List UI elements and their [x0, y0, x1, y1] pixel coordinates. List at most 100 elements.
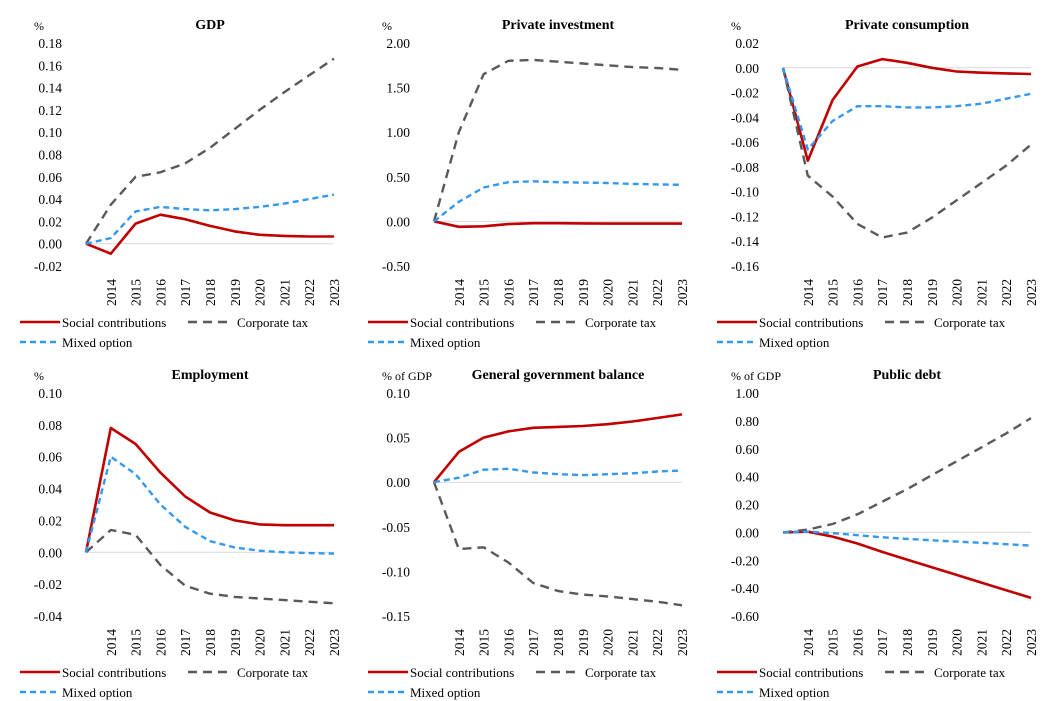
y-tick-label: 0.10	[386, 386, 410, 401]
x-tick-label: 2020	[601, 279, 616, 306]
y-tick-label: 0.00	[38, 545, 62, 560]
x-tick-label: 2022	[302, 629, 317, 656]
y-tick-label: -0.02	[34, 259, 62, 274]
line-chart: Private investment% -0.50 0.00 0.50 1.00 1.50…	[368, 18, 690, 350]
y-unit-label: %	[731, 19, 741, 33]
x-tick-label: 2021	[974, 279, 989, 306]
x-tick-label: 2021	[625, 629, 640, 656]
series-line-corporate	[85, 528, 335, 605]
y-tick-label: 0.00	[735, 525, 759, 540]
x-tick-label: 2016	[153, 279, 168, 306]
x-tick-label: 2020	[950, 629, 965, 656]
x-tick-label: 2018	[203, 629, 218, 656]
x-tick-label: 2021	[277, 279, 292, 306]
x-tick-label: 2015	[477, 629, 492, 656]
series-line-corporate	[432, 481, 683, 607]
y-tick-label: -0.04	[34, 609, 62, 624]
x-tick-label: 2017	[875, 279, 890, 306]
y-tick-label: 0.10	[38, 386, 62, 401]
legend-label: Corporate tax	[237, 315, 309, 330]
chart-panel: Employment% -0.04 -0.02 0.00 0.02 0.04 0.06 0.0…	[0, 350, 348, 700]
chart-title: GDP	[195, 18, 225, 33]
y-tick-label: 0.14	[38, 81, 62, 96]
y-tick-label: 0.04	[38, 482, 62, 497]
chart-title: Public debt	[873, 368, 941, 383]
series-line-social	[85, 213, 334, 255]
chart-title: Private consumption	[845, 18, 969, 33]
y-tick-label: 0.02	[38, 214, 62, 229]
x-tick-label: 2020	[253, 629, 268, 656]
chart-panel: Private investment% -0.50 0.00 0.50 1.00 1.50…	[348, 0, 696, 350]
x-tick-label: 2015	[129, 279, 144, 306]
y-unit-label: %	[34, 369, 44, 383]
series-line-corporate	[781, 67, 1032, 239]
y-tick-label: 0.00	[38, 237, 62, 252]
legend-label: Mixed option	[62, 685, 133, 700]
x-tick-label: 2015	[826, 279, 841, 306]
y-tick-label: 0.10	[38, 125, 62, 140]
x-tick-label: 2017	[526, 279, 541, 306]
y-tick-label: 0.02	[735, 36, 759, 51]
line-chart: General government balance % of GDP -0.15 -…	[368, 368, 690, 700]
chart-panel: GDP% -0.02 0.00 0.02 0.04 0.06 0.08 0.10 0.12 0.1…	[0, 0, 348, 350]
series-line-mixed	[781, 67, 1032, 151]
y-unit-label: %	[34, 19, 44, 33]
chart-panel: Public debt % of GDP -0.60 -0.40 -0.20 0.00 0.…	[697, 350, 1045, 700]
x-tick-label: 2018	[900, 279, 915, 306]
x-tick-label: 2021	[625, 279, 640, 306]
x-tick-label: 2016	[501, 279, 516, 306]
x-tick-label: 2017	[178, 279, 193, 306]
chart-panel: Private consumption% -0.16 -0.14 -0.12 -0.10…	[697, 0, 1045, 350]
x-tick-label: 2022	[999, 629, 1014, 656]
series-line-corporate	[84, 57, 335, 245]
y-tick-label: 0.16	[38, 58, 62, 73]
x-tick-label: 2020	[253, 279, 268, 306]
series-line-mixed	[433, 180, 683, 223]
y-tick-label: -0.08	[731, 160, 759, 175]
y-tick-label: -0.50	[382, 259, 410, 274]
x-tick-label: 2019	[228, 629, 243, 656]
y-tick-label: -0.02	[731, 86, 759, 101]
series-line-mixed	[782, 530, 1032, 547]
y-tick-label: 0.00	[386, 214, 410, 229]
x-tick-label: 2023	[327, 279, 342, 306]
y-tick-label: 0.08	[38, 418, 62, 433]
x-tick-label: 2016	[153, 629, 168, 656]
x-tick-label: 2022	[650, 279, 665, 306]
legend-label: Corporate tax	[934, 665, 1006, 680]
line-chart: Private consumption% -0.16 -0.14 -0.12 -0.10…	[717, 18, 1039, 350]
y-tick-label: 0.00	[735, 61, 759, 76]
y-tick-label: 0.02	[38, 513, 62, 528]
x-tick-label: 2017	[875, 629, 890, 656]
x-tick-label: 2018	[203, 279, 218, 306]
x-tick-label: 2018	[551, 279, 566, 306]
legend-label: Mixed option	[759, 335, 830, 350]
x-tick-label: 2022	[999, 279, 1014, 306]
y-tick-label: 0.18	[38, 36, 62, 51]
legend-label: Mixed option	[62, 335, 133, 350]
y-tick-label: 0.20	[735, 498, 759, 513]
y-tick-label: -0.20	[731, 553, 759, 568]
x-tick-label: 2019	[576, 629, 591, 656]
y-tick-label: -0.60	[731, 609, 759, 624]
y-unit-label: %	[382, 19, 392, 33]
x-tick-label: 2020	[601, 629, 616, 656]
series-line-social	[433, 220, 682, 229]
legend-label: Mixed option	[759, 685, 830, 700]
y-tick-label: -0.10	[731, 185, 759, 200]
y-tick-label: 0.05	[386, 431, 410, 446]
legend-label: Social contributions	[759, 315, 863, 330]
x-tick-label: 2020	[950, 279, 965, 306]
series-line-social	[782, 530, 1032, 600]
x-tick-label: 2016	[850, 279, 865, 306]
x-tick-label: 2016	[850, 629, 865, 656]
series-line-social	[84, 426, 334, 553]
x-tick-label: 2017	[526, 629, 541, 656]
x-tick-label: 2023	[1024, 279, 1039, 306]
y-tick-label: 0.06	[38, 450, 62, 465]
x-tick-label: 2018	[900, 629, 915, 656]
x-tick-label: 2014	[452, 629, 467, 656]
y-tick-label: -0.05	[382, 520, 410, 535]
x-tick-label: 2014	[452, 279, 467, 306]
x-tick-label: 2021	[277, 629, 292, 656]
